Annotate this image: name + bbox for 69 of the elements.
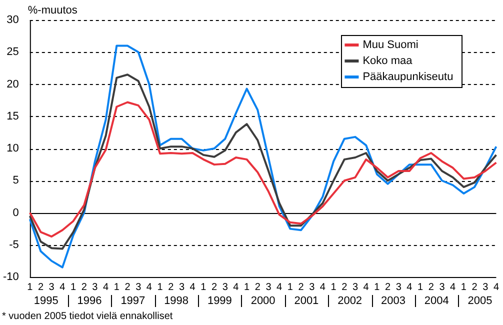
x-tick-label: 1 xyxy=(460,282,467,293)
text: 2000 xyxy=(250,295,276,308)
y-axis-title: %-muutos xyxy=(28,4,78,17)
x-tick-label: 3 xyxy=(136,282,142,293)
text: * vuoden 2005 tiedot vielä ennakolliset xyxy=(2,310,173,322)
x-tick-label: 2 xyxy=(168,282,174,293)
x-tick-label: 2 xyxy=(298,282,304,293)
x-tick-label: 4 xyxy=(320,282,326,293)
x-tick-label: 4 xyxy=(276,282,283,293)
x-tick-label: 3 xyxy=(352,282,358,293)
x-tick-label: 3 xyxy=(309,282,316,293)
x-tick-label: 3 xyxy=(178,282,185,293)
y-tick-label: 20 xyxy=(6,78,19,90)
text: 1998 xyxy=(164,295,189,308)
x-tick-label: 1 xyxy=(114,282,120,293)
y-tick-label: -5 xyxy=(9,238,19,251)
legend-label: Koko maa xyxy=(362,55,414,68)
x-tick-label: 3 xyxy=(396,282,402,293)
x-tick-label: 2 xyxy=(342,282,348,293)
x-tick-label: 1 xyxy=(374,282,380,293)
y-tick-label: 25 xyxy=(6,46,19,58)
x-tick-label: 1 xyxy=(330,282,337,293)
y-tick-label: 5 xyxy=(12,174,19,187)
x-tick-label: 4 xyxy=(406,282,413,293)
x-tick-label: 4 xyxy=(103,282,110,293)
x-tick-label: 2 xyxy=(38,282,44,293)
x-tick-label: 3 xyxy=(92,282,98,293)
text: 2002 xyxy=(338,295,362,308)
text: 1997 xyxy=(120,295,146,308)
x-tick-label: 4 xyxy=(146,282,152,293)
x-tick-label: 2 xyxy=(81,282,88,293)
x-tick-label: 1 xyxy=(70,282,76,293)
x-tick-label: 3 xyxy=(439,282,446,293)
x-tick-label: 4 xyxy=(493,282,500,293)
x-tick-label: 3 xyxy=(482,282,489,293)
text: 2003 xyxy=(380,295,406,308)
x-tick-label: 1 xyxy=(200,282,207,293)
x-tick-label: 1 xyxy=(418,282,424,293)
x-tick-label: 4 xyxy=(363,282,370,293)
x-tick-label: 4 xyxy=(233,282,240,293)
legend-label: Muu Suomi xyxy=(362,39,418,52)
x-tick-label: 1 xyxy=(244,282,250,293)
x-tick-label: 1 xyxy=(157,282,164,293)
text: 2001 xyxy=(294,295,319,308)
x-tick-label: 1 xyxy=(27,282,34,293)
x-tick-label: 2 xyxy=(254,282,261,293)
text: 1999 xyxy=(207,295,232,308)
y-tick-label: 15 xyxy=(6,110,19,122)
text: 2004 xyxy=(424,295,449,308)
x-tick-label: 2 xyxy=(211,282,218,293)
x-tick-label: 2 xyxy=(384,282,391,293)
x-tick-label: 3 xyxy=(222,282,228,293)
y-tick-label: 30 xyxy=(6,14,19,26)
x-tick-label: 1 xyxy=(287,282,294,293)
y-tick-label: 10 xyxy=(6,142,19,155)
y-tick-label: 0 xyxy=(12,206,19,219)
x-tick-label: 4 xyxy=(450,282,456,293)
text: 1995 xyxy=(34,295,58,308)
x-tick-label: 2 xyxy=(428,282,434,293)
x-tick-label: 2 xyxy=(472,282,478,293)
y-tick-label: -10 xyxy=(2,271,19,284)
legend-label: Pääkaupunkiseutu xyxy=(362,71,454,84)
text: 1996 xyxy=(77,295,102,308)
x-tick-label: 3 xyxy=(266,282,272,293)
x-tick-label: 3 xyxy=(48,282,55,293)
text: 2005 xyxy=(468,295,492,308)
x-tick-label: 2 xyxy=(124,282,131,293)
x-tick-label: 4 xyxy=(190,282,196,293)
x-tick-label: 4 xyxy=(60,282,66,293)
